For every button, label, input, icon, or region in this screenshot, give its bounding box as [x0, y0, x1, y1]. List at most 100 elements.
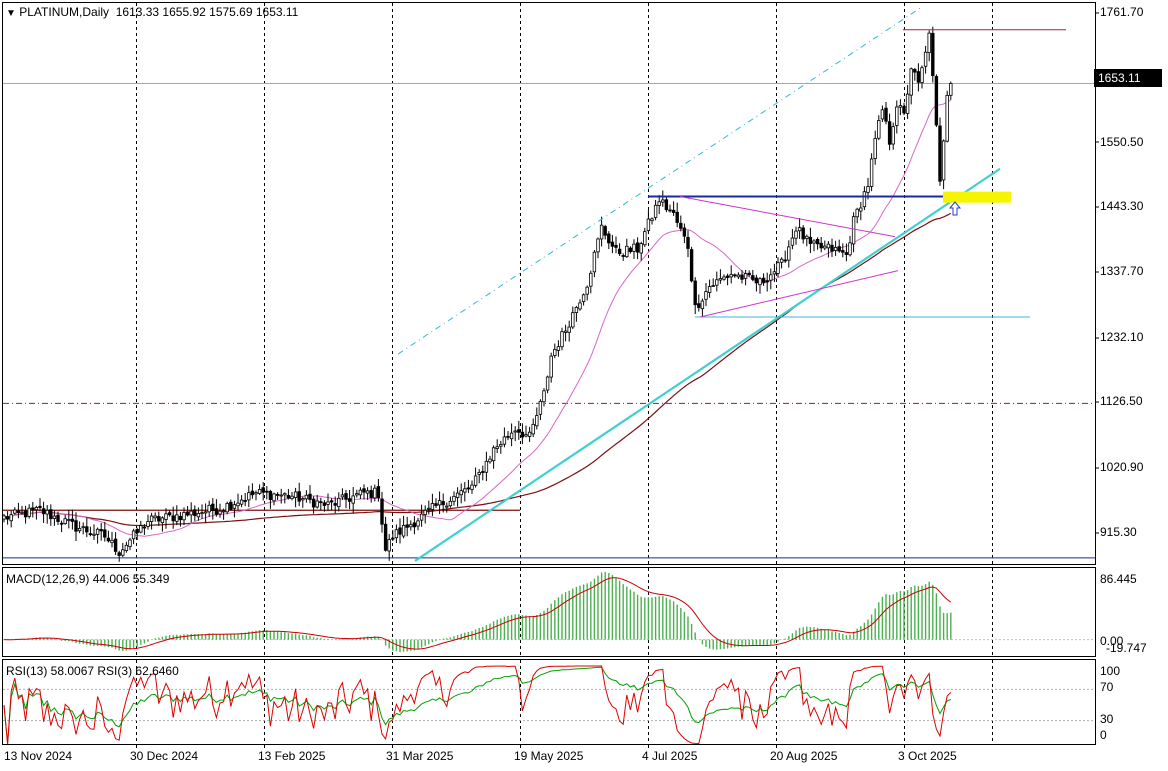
candle-body	[232, 504, 237, 509]
candle	[736, 272, 741, 280]
candle	[275, 492, 280, 500]
candle	[326, 493, 330, 512]
candle	[70, 509, 75, 530]
candle	[639, 241, 643, 261]
candle-body	[203, 511, 208, 514]
candle-body	[527, 431, 532, 437]
candle-body	[243, 500, 247, 502]
candle	[27, 504, 31, 519]
candle	[556, 340, 561, 357]
candle	[221, 508, 226, 520]
rsi-series	[3, 665, 1095, 745]
candle-body	[286, 495, 291, 499]
candle	[254, 490, 258, 501]
candle	[369, 485, 373, 503]
candle	[445, 502, 449, 513]
candle	[20, 505, 24, 515]
candle-body	[196, 513, 201, 518]
candle	[329, 498, 334, 511]
candle-body	[916, 71, 921, 83]
candle	[578, 299, 582, 311]
candle-body	[938, 125, 942, 182]
candle	[545, 375, 550, 394]
candle-body	[383, 523, 388, 551]
candle-body	[344, 493, 348, 500]
candle	[758, 277, 762, 294]
candle	[783, 250, 787, 263]
candle-body	[776, 262, 780, 274]
candle	[92, 524, 96, 541]
candle-body	[301, 498, 305, 501]
candle	[2, 513, 6, 523]
candle	[142, 524, 147, 535]
candle-body	[855, 208, 859, 218]
candle	[77, 521, 82, 534]
candle-body	[157, 516, 161, 522]
candle	[679, 215, 683, 232]
candle	[769, 268, 773, 290]
candle-body	[704, 291, 708, 300]
candle	[704, 283, 708, 307]
candle	[149, 512, 154, 530]
candle-body	[401, 525, 406, 537]
candle-body	[761, 277, 766, 283]
candle-body	[740, 274, 744, 280]
candle-body	[488, 458, 492, 463]
candle-body	[743, 273, 748, 279]
candle-body	[553, 349, 557, 356]
candle	[495, 439, 499, 453]
candle	[812, 239, 816, 252]
candle-body	[769, 274, 773, 281]
candle-body	[902, 106, 906, 114]
candle-body	[387, 539, 391, 552]
candle-body	[686, 236, 690, 249]
candle-body	[581, 294, 586, 302]
candle-body	[679, 222, 683, 229]
candle-body	[355, 493, 359, 496]
candle-body	[923, 51, 928, 67]
candle-body	[549, 355, 553, 378]
candle-body	[571, 312, 575, 328]
candle	[542, 388, 546, 407]
candle	[711, 278, 715, 287]
candle-body	[329, 500, 334, 503]
candle	[941, 139, 946, 190]
candle	[869, 153, 874, 192]
candle	[459, 483, 463, 504]
candle-body	[5, 516, 10, 520]
candle-body	[67, 519, 71, 521]
candle-body	[697, 303, 701, 308]
candle	[761, 273, 766, 286]
candle-body	[808, 236, 813, 244]
candle	[776, 257, 780, 278]
candle	[236, 493, 240, 511]
candle	[106, 530, 111, 543]
candle	[203, 503, 208, 523]
candle	[157, 511, 161, 526]
collapse-triangle-icon[interactable]: ▼	[6, 8, 16, 19]
candle	[689, 246, 694, 283]
candle-body	[229, 501, 233, 510]
candle-body	[866, 186, 870, 193]
candle-body	[117, 552, 121, 556]
candle-body	[149, 515, 154, 522]
candle	[823, 240, 827, 251]
candle	[596, 237, 600, 259]
candle	[401, 515, 406, 539]
candle-body	[441, 501, 445, 506]
candle	[196, 507, 201, 521]
candle	[553, 343, 557, 359]
candle	[938, 117, 942, 186]
candle	[412, 516, 417, 535]
candle-body	[513, 430, 517, 433]
candle	[423, 505, 427, 524]
uptrend-line	[414, 167, 1001, 562]
candle	[279, 488, 283, 504]
candle	[243, 493, 247, 507]
candle	[607, 231, 611, 250]
candle-body	[121, 549, 125, 556]
candle	[693, 277, 697, 315]
candle-body	[247, 492, 251, 501]
candle	[887, 113, 892, 151]
